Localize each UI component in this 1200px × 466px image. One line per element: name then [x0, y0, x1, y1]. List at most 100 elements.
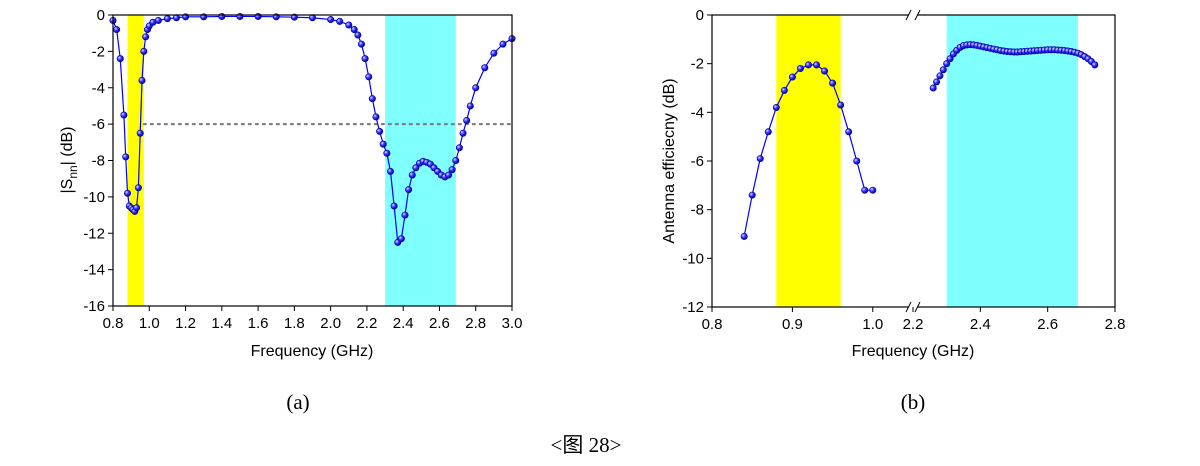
- chart-a-point: [357, 40, 365, 48]
- chart-a-point: [122, 153, 130, 161]
- chart-b-point: [780, 86, 788, 94]
- chart-b-y-tick-label: -8: [691, 202, 704, 219]
- chart-a-point: [113, 26, 121, 34]
- chart-b-y-axis-label: Antenna efficiecny (dB): [661, 78, 678, 243]
- chart-a-x-tick-label: 2.2: [356, 315, 377, 332]
- chart-a-y-tick-label: -6: [92, 116, 105, 133]
- chart-a-point: [379, 140, 387, 148]
- chart-b-point: [748, 191, 756, 199]
- chart-a-point: [138, 76, 146, 84]
- chart-b-break-gap: [909, 11, 917, 19]
- chart-b-series: [740, 41, 1099, 240]
- chart-a-x-ticks: 0.8 1.0 1.2 1.4 1.6 1.8 2.0 2.2 2.4 2.6 2.8 3.0: [103, 306, 523, 332]
- chart-a-y-label-main: |S: [59, 179, 76, 194]
- chart-b-bands: [776, 15, 1078, 307]
- chart-b-break-slash: [905, 9, 912, 21]
- chart-a-point: [368, 95, 376, 103]
- chart-b-break-slash: [905, 301, 912, 313]
- chart-a-y-tick-label: -10: [83, 189, 105, 206]
- chart-a-point: [386, 167, 394, 175]
- chart-a-x-tick-label: 2.8: [465, 315, 486, 332]
- chart-a-x-tick-label: 1.8: [284, 315, 305, 332]
- chart-a-point: [445, 171, 453, 179]
- chart-a-x-tick-label: 3.0: [502, 315, 523, 332]
- chart-b-point: [861, 186, 869, 194]
- chart-a-x-tick-label: 1.4: [211, 315, 232, 332]
- chart-b-point: [853, 157, 861, 165]
- chart-b-sublabel: (b): [901, 390, 926, 414]
- chart-b-point: [869, 186, 877, 194]
- chart-a-x-tick-label: 2.0: [320, 315, 341, 332]
- chart-a-point: [401, 211, 409, 219]
- chart-a-y-label-subscript: nn: [66, 165, 80, 178]
- chart-a-point: [499, 40, 507, 48]
- chart-a-point: [327, 16, 335, 24]
- chart-a-x-tick-label: 0.8: [103, 315, 124, 332]
- chart-a-y-tick-label: -14: [83, 262, 105, 279]
- chart-a-x-tick-label: 1.6: [248, 315, 269, 332]
- chart-b-x-tick-label: 0.9: [782, 316, 803, 333]
- figure-caption: <图 28>: [551, 433, 622, 457]
- chart-a-series: [109, 12, 516, 246]
- chart-a-point: [405, 186, 413, 194]
- chart-a-point: [376, 127, 384, 135]
- chart-a-x-tick-label: 1.0: [139, 315, 160, 332]
- chart-b-break-slash: [914, 9, 921, 21]
- chart-b-band-1: [946, 15, 1078, 307]
- chart-b-y-tick-label: -2: [691, 56, 704, 73]
- chart-b-point: [764, 128, 772, 136]
- chart-a-y-axis-label: |Snn| (dB): [59, 126, 80, 193]
- chart-b-point: [845, 128, 853, 136]
- chart-b-point: [829, 79, 837, 87]
- chart-b-point: [740, 232, 748, 240]
- chart-a-point: [236, 12, 244, 20]
- chart-b-point: [933, 78, 941, 86]
- chart-a-point: [124, 189, 132, 197]
- chart-a-bands: [127, 15, 456, 306]
- chart-b-point: [943, 60, 951, 68]
- chart-a-point: [345, 21, 353, 29]
- chart-b-x-tick-label: 2.2: [903, 316, 924, 333]
- chart-a-point: [163, 15, 171, 23]
- chart-a-point: [140, 47, 148, 55]
- chart-b-point: [788, 73, 796, 81]
- chart-a-point: [412, 164, 420, 172]
- chart-a-point: [134, 184, 142, 192]
- chart-b-x-tick-label: 0.8: [702, 316, 723, 333]
- chart-b-point: [756, 155, 764, 163]
- chart-b-point: [1091, 61, 1099, 69]
- chart-a-y-tick-label: -2: [92, 43, 105, 60]
- chart-a-y-ticks: 0 -2 -4 -6 -8 -10 -12 -14 -16: [83, 7, 113, 315]
- chart-a-point: [463, 116, 471, 124]
- chart-b-y-tick-label: -10: [682, 250, 704, 267]
- chart-a-point: [455, 144, 463, 152]
- chart-b-point: [804, 61, 812, 69]
- chart-b-band-0: [776, 15, 841, 307]
- chart-b-point: [936, 72, 944, 80]
- chart-b-point: [796, 65, 804, 73]
- chart-b-point: [946, 55, 954, 63]
- chart-a-point: [452, 157, 460, 165]
- chart-a-y-tick-label: 0: [97, 7, 105, 24]
- chart-a-y-tick-label: -8: [92, 153, 105, 170]
- chart-b-y-tick-label: 0: [696, 7, 704, 24]
- chart-a-sublabel: (a): [286, 390, 309, 414]
- chart-a-y-tick-label: -12: [83, 225, 105, 242]
- chart-a-point: [136, 129, 144, 137]
- chart-b-y-tick-label: -12: [682, 299, 704, 316]
- chart-a-point: [116, 55, 124, 63]
- chart-a-point: [472, 84, 480, 92]
- chart-a-point: [481, 64, 489, 72]
- chart-a-point: [254, 12, 262, 20]
- chart-b-axis-break: [905, 9, 921, 313]
- chart-a: 0.8 1.0 1.2 1.4 1.6 1.8 2.0 2.2 2.4 2.6 2.8 3.0 0 -2…: [59, 7, 522, 414]
- chart-a-x-tick-label: 1.2: [175, 315, 196, 332]
- chart-a-point: [390, 202, 398, 210]
- chart-b-x-axis-label: Frequency (GHz): [852, 343, 975, 360]
- chart-b-x-tick-label: 2.8: [1105, 316, 1126, 333]
- chart-a-point: [350, 26, 358, 34]
- chart-a-point: [466, 102, 474, 110]
- chart-a-point: [154, 16, 162, 24]
- chart-b-x-tick-label: 2.4: [970, 316, 991, 333]
